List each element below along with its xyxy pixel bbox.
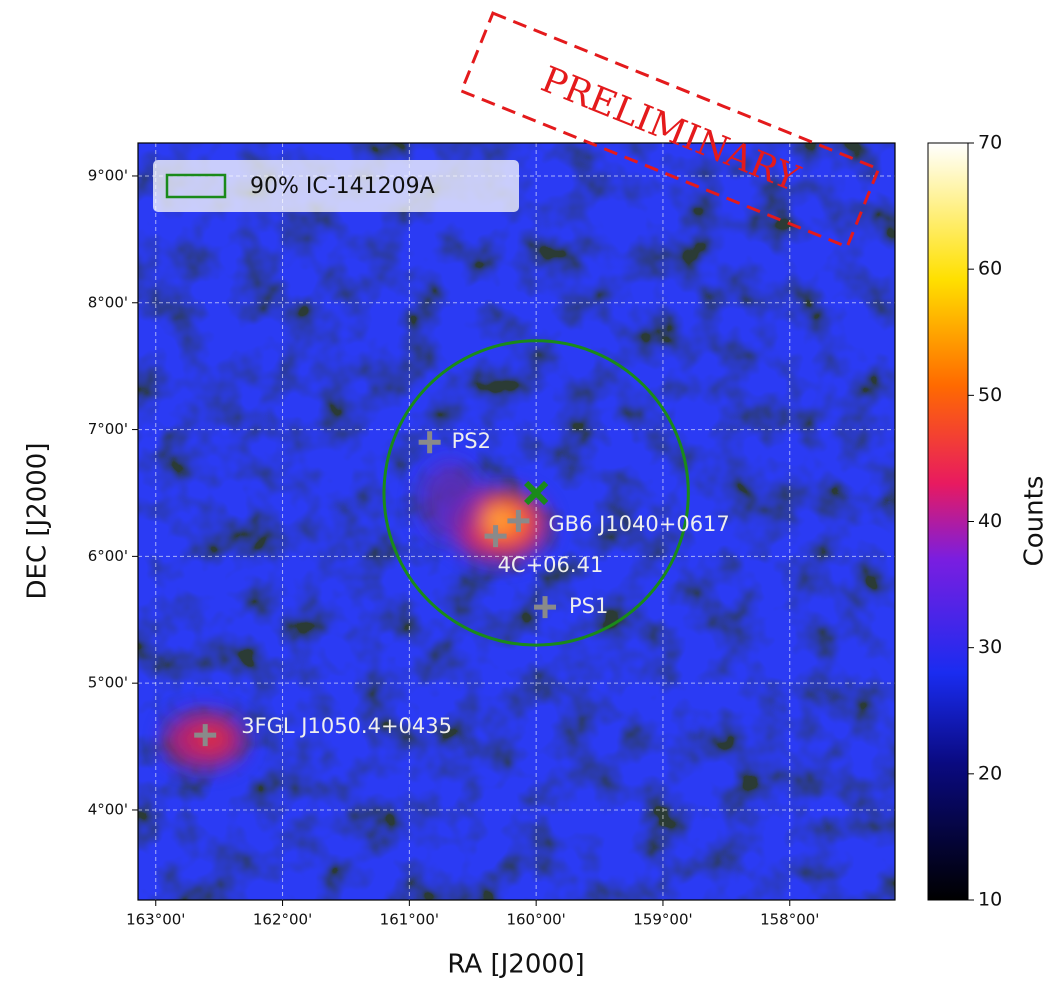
x-tick-label: 161°00': [380, 911, 439, 929]
y-tick-label: 9°00': [88, 166, 128, 184]
source-label: PS1: [569, 594, 608, 618]
chart: RA [J2000] DEC [J2000] Counts 90% IC-141…: [0, 0, 1051, 982]
y-tick-label: 8°00': [88, 293, 128, 311]
x-tick-label: 158°00': [760, 911, 819, 929]
legend-label: 90% IC-141209A: [250, 174, 435, 199]
y-tick-label: 5°00': [88, 674, 128, 692]
colorbar-tick-label: 70: [978, 132, 1002, 154]
source-label: GB6 J1040+0617: [548, 512, 729, 536]
y-axis-label: DEC [J2000]: [23, 443, 53, 600]
colorbar-label: Counts: [1020, 476, 1050, 567]
x-tick-label: 159°00': [633, 911, 692, 929]
colorbar-tick-label: 40: [978, 510, 1002, 532]
colorbar-tick-label: 10: [978, 889, 1002, 911]
source-label: 3FGL J1050.4+0435: [241, 714, 452, 738]
source-label: PS2: [452, 429, 491, 453]
colorbar: [928, 143, 968, 900]
y-tick-label: 6°00': [88, 547, 128, 565]
x-axis-label: RA [J2000]: [447, 950, 584, 980]
legend: 90% IC-141209A: [153, 160, 519, 212]
colorbar-tick-label: 50: [978, 384, 1002, 406]
y-tick-label: 7°00': [88, 420, 128, 438]
colorbar-tick-label: 20: [978, 762, 1002, 784]
y-tick-label: 4°00': [88, 800, 128, 818]
source-label: 4C+06.41: [498, 553, 604, 577]
colorbar-tick-label: 30: [978, 636, 1002, 658]
x-tick-label: 162°00': [253, 911, 312, 929]
colorbar-tick-label: 60: [978, 258, 1002, 280]
x-tick-label: 163°00': [126, 911, 185, 929]
x-tick-label: 160°00': [506, 911, 565, 929]
